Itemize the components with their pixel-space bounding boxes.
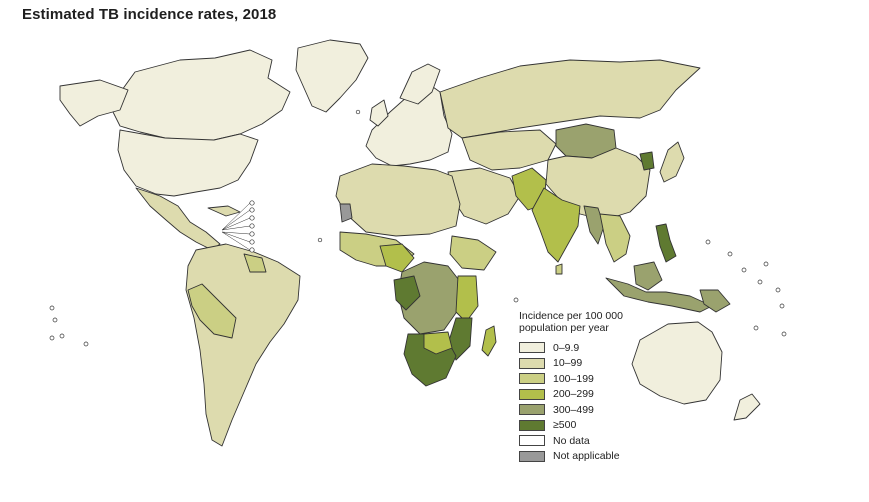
- legend-label: 200–299: [553, 388, 594, 401]
- region-gabon-congo: [393, 275, 421, 311]
- small-territory-markers: [49, 109, 787, 347]
- region-philippines: [655, 223, 677, 263]
- legend-swatch: [519, 388, 545, 400]
- legend-items: 0–9.9 10–99 100–199 200–299 300–499 ≥500 No da…: [519, 340, 649, 464]
- legend-label: No data: [553, 434, 590, 447]
- legend-swatch: [519, 435, 545, 447]
- region-japan: [659, 141, 685, 183]
- region-russia: [439, 59, 701, 139]
- region-uk: [369, 99, 389, 127]
- region-mexico: [135, 187, 221, 251]
- legend-item: 0–9.9: [519, 340, 649, 356]
- region-south-america: [185, 243, 301, 447]
- region-madagascar: [481, 325, 497, 357]
- legend-item: Not applicable: [519, 449, 649, 465]
- region-nigeria: [379, 243, 415, 273]
- legend-label: ≥500: [553, 419, 577, 432]
- legend-title-line2: population per year: [519, 322, 609, 334]
- region-horn-africa: [449, 235, 497, 271]
- map-title: Estimated TB incidence rates, 2018: [22, 6, 277, 23]
- region-australia: [631, 321, 723, 405]
- region-east-africa: [455, 275, 479, 323]
- region-north-africa: [335, 163, 461, 237]
- legend-label: 0–9.9: [553, 341, 580, 354]
- legend-item: 100–199: [519, 371, 649, 387]
- region-borneo: [633, 261, 663, 291]
- legend-swatch: [519, 419, 545, 431]
- region-greenland: [295, 39, 369, 113]
- legend-swatch: [519, 450, 545, 462]
- legend-label: 300–499: [553, 403, 594, 416]
- legend-label: 100–199: [553, 372, 594, 385]
- region-zambia: [423, 331, 453, 355]
- region-sri-lanka: [555, 263, 563, 275]
- region-alaska: [59, 79, 129, 127]
- region-usa: [117, 129, 259, 197]
- legend-swatch: [519, 357, 545, 369]
- legend-label: 10–99: [553, 357, 583, 370]
- legend: Incidence per 100 000 population per yea…: [519, 310, 649, 464]
- region-png: [699, 289, 731, 313]
- legend-title: Incidence per 100 000 population per yea…: [519, 310, 649, 334]
- region-myanmar: [583, 205, 605, 245]
- region-indonesia: [605, 277, 713, 313]
- region-middle-east: [447, 167, 521, 225]
- legend-swatch: [519, 342, 545, 354]
- legend-item: 300–499: [519, 402, 649, 418]
- legend-item: ≥500: [519, 418, 649, 434]
- region-canada: [111, 49, 291, 141]
- legend-title-line1: Incidence per 100 000: [519, 310, 623, 322]
- region-new-zealand: [733, 393, 761, 421]
- legend-swatch: [519, 373, 545, 385]
- region-western-sahara: [339, 203, 353, 223]
- legend-item: 200–299: [519, 387, 649, 403]
- region-peru-bolivia: [187, 283, 237, 339]
- region-guianas: [243, 253, 267, 273]
- region-north-korea: [639, 151, 655, 171]
- legend-swatch: [519, 404, 545, 416]
- territory-leader-lines: [221, 202, 251, 251]
- region-india: [531, 187, 581, 263]
- region-central-asia: [461, 129, 557, 171]
- region-caribbean: [207, 205, 241, 217]
- legend-item: No data: [519, 433, 649, 449]
- region-se-asia: [599, 213, 631, 263]
- legend-label: Not applicable: [553, 450, 620, 463]
- legend-item: 10–99: [519, 356, 649, 372]
- region-scandinavia: [399, 63, 441, 105]
